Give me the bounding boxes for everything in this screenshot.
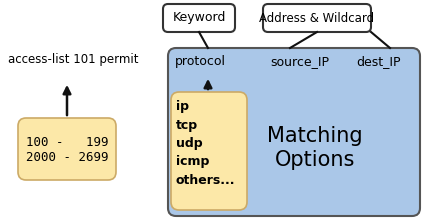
- FancyBboxPatch shape: [168, 48, 420, 216]
- FancyBboxPatch shape: [18, 118, 116, 180]
- Text: Keyword: Keyword: [172, 12, 226, 25]
- Text: source_IP: source_IP: [270, 56, 329, 68]
- Text: Address & Wildcard: Address & Wildcard: [260, 12, 375, 25]
- Text: 100 -   199
2000 - 2699: 100 - 199 2000 - 2699: [26, 136, 108, 164]
- Text: dest_IP: dest_IP: [356, 56, 401, 68]
- Text: Matching
Options: Matching Options: [267, 126, 363, 170]
- FancyBboxPatch shape: [263, 4, 371, 32]
- FancyBboxPatch shape: [171, 92, 247, 210]
- Text: access-list 101 permit: access-list 101 permit: [8, 54, 139, 66]
- Text: protocol: protocol: [175, 56, 226, 68]
- Text: ip
tcp
udp
icmp
others...: ip tcp udp icmp others...: [176, 100, 236, 187]
- FancyBboxPatch shape: [163, 4, 235, 32]
